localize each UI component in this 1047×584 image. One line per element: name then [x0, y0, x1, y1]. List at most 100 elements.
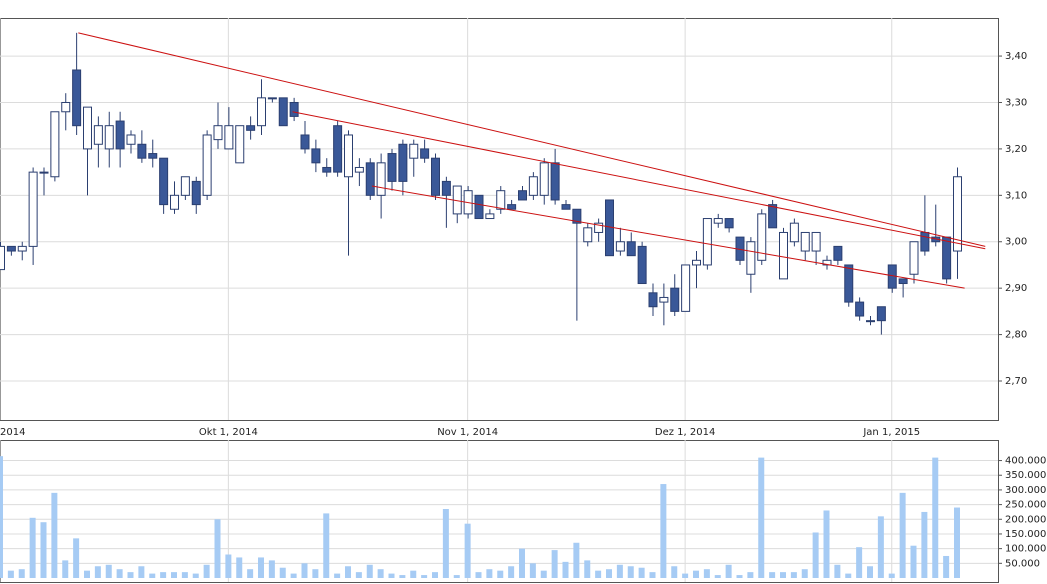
volume-bar [649, 572, 656, 578]
candle-body [104, 125, 114, 150]
volume-bar [377, 569, 384, 578]
candle-body [626, 241, 636, 257]
volume-bar [247, 569, 254, 578]
candle-body [789, 222, 799, 243]
candle-body [855, 301, 865, 317]
volume-bar [747, 572, 754, 578]
volume-bar [138, 566, 145, 578]
volume-bar [149, 573, 156, 578]
volume-bar [323, 513, 330, 578]
trend-line [371, 185, 965, 289]
volume-bar [703, 569, 710, 578]
candle-body [528, 176, 538, 196]
x-tick-label: Jan 1, 2015 [862, 427, 920, 438]
candle-body [659, 296, 669, 303]
volume-bar [801, 569, 808, 578]
plot: 2014 Okt 1, 2014 Nov 1, 2014 Dez 1, 2014 Jan… [0, 18, 1046, 582]
volume-bar [562, 561, 569, 578]
candle-body [779, 231, 788, 280]
volume-bar [693, 570, 699, 578]
candle-body [866, 320, 875, 323]
candle-body [311, 148, 321, 164]
candle-body [83, 106, 92, 150]
x-tick-label: 2014 [0, 427, 25, 438]
volume-bar [812, 532, 819, 578]
candle-body [953, 176, 962, 252]
candle-body [344, 134, 353, 178]
volume-bar [258, 557, 264, 578]
volume-panel [0, 440, 999, 583]
x-tick-label: Dez 1, 2014 [655, 427, 715, 438]
volume-bar [921, 511, 928, 578]
candle-body [561, 204, 571, 210]
candle-body [387, 153, 397, 182]
volume-bar [954, 507, 960, 578]
y-tick-label: 150.000 [1005, 529, 1046, 540]
volume-bar [345, 566, 351, 578]
volume-bar [171, 572, 177, 578]
volume-bar [268, 560, 275, 578]
candle-body [485, 213, 495, 220]
volume-bar [736, 575, 743, 578]
volume-bar [823, 510, 830, 578]
volume-bar [225, 554, 232, 578]
volume-bar [334, 573, 341, 578]
volume-bar [236, 557, 243, 578]
candle-body [909, 241, 919, 275]
volume-bar [606, 569, 612, 578]
volume-bar [366, 564, 373, 578]
candle-body [420, 148, 430, 159]
candle-body [724, 218, 734, 229]
candle-body [441, 180, 451, 196]
volume-bar [627, 566, 634, 578]
volume-bar [475, 572, 482, 578]
volume-bar [660, 484, 667, 578]
candle-body [322, 166, 332, 173]
volume-bar [192, 573, 199, 578]
volume-bar [105, 564, 112, 578]
candle-body [583, 227, 593, 243]
volume-bar [388, 573, 395, 578]
x-tick-label: Okt 1, 2014 [199, 427, 258, 438]
volume-bar [616, 564, 623, 578]
candle-body [39, 171, 49, 174]
candle-body [594, 222, 604, 233]
candle-body [170, 194, 179, 210]
candle-body [93, 125, 103, 145]
volume-bar [442, 509, 449, 578]
candle-body [670, 287, 680, 312]
candle-body [833, 245, 843, 261]
candle-body [50, 111, 60, 178]
volume-bar [584, 560, 591, 578]
volume-bar [888, 573, 895, 578]
candle-body [898, 278, 908, 285]
candle-body [6, 245, 16, 252]
candle-body [354, 166, 364, 173]
candle-body [300, 134, 310, 150]
candle-body [235, 125, 245, 164]
volume-bar [910, 545, 917, 578]
volume-bar [410, 570, 417, 578]
candle-body [507, 204, 517, 210]
volume-bar [301, 563, 308, 578]
volume-bar [529, 563, 536, 578]
candle-body [409, 143, 419, 159]
candle-body [398, 143, 408, 182]
candle-body [72, 69, 82, 127]
volume-bar [7, 570, 14, 578]
candle-body [148, 153, 158, 159]
volume-bar [486, 569, 493, 578]
volume-bar [595, 570, 602, 578]
candle-body [126, 134, 136, 145]
candle-body [213, 125, 223, 141]
volume-bar [0, 456, 3, 578]
volume-bar [453, 575, 460, 578]
volume-bar [780, 572, 786, 578]
y-tick-label: 3,20 [1005, 144, 1027, 155]
volume-bar [877, 516, 884, 578]
volume-bar [769, 572, 776, 578]
volume-bar [856, 547, 863, 578]
volume-bar [932, 457, 939, 578]
volume-bar [290, 573, 297, 578]
